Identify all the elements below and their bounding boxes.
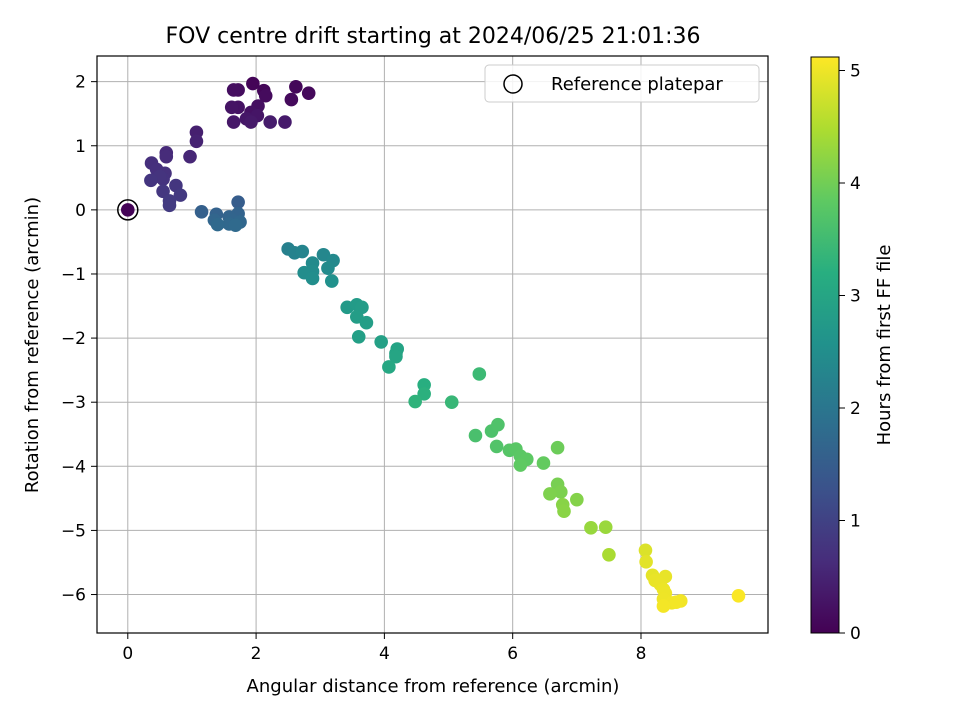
- y-tick-label-3: −1: [61, 265, 86, 285]
- data-point-105: [731, 589, 746, 603]
- x-axis-ticks: 0 2 4 6 8: [122, 633, 646, 664]
- data-point-92: [638, 543, 653, 558]
- data-point-89: [584, 521, 598, 535]
- data-point-31: [173, 188, 188, 202]
- plot-frame: [96, 55, 769, 634]
- colorbar-tick-label-3: 3: [850, 287, 861, 307]
- y-tick-label-2: 0: [75, 201, 86, 221]
- reference-point-ring: [117, 199, 139, 221]
- data-point-88: [557, 504, 571, 518]
- data-point-54: [305, 271, 320, 286]
- data-point-69: [408, 394, 422, 409]
- x-tick-label-4: 8: [636, 644, 647, 664]
- reference-marker: [117, 199, 139, 221]
- data-point-62: [374, 335, 388, 349]
- data-point-19: [189, 134, 204, 149]
- data-point-90: [598, 520, 613, 535]
- data-point-16: [278, 115, 292, 129]
- y-axis-ticks: 2 1 0 −1 −2 −3 −4 −5 −6: [61, 73, 97, 606]
- data-point-72: [468, 428, 483, 443]
- data-point-20: [183, 149, 197, 164]
- data-points: [144, 76, 746, 613]
- data-point-104: [656, 599, 671, 613]
- y-tick-label-0: 2: [75, 73, 86, 93]
- data-point-44: [228, 218, 243, 233]
- data-point-33: [162, 198, 177, 213]
- y-tick-label-7: −5: [61, 521, 86, 541]
- data-point-93: [639, 555, 653, 569]
- data-point-81: [536, 456, 551, 470]
- colorbar-label: Hours from first FF file: [874, 245, 895, 446]
- colorbar-tick-label-5: 5: [850, 62, 861, 82]
- data-point-28: [144, 173, 158, 188]
- data-point-55: [324, 274, 339, 288]
- data-point-70: [444, 395, 459, 410]
- colorbar-tick-label-4: 4: [850, 174, 861, 194]
- data-point-80: [513, 458, 528, 472]
- data-point-30: [156, 184, 170, 199]
- data-point-47: [295, 244, 310, 259]
- data-point-84: [553, 485, 568, 499]
- legend: Reference platepar: [484, 64, 760, 103]
- data-point-4: [284, 92, 299, 107]
- reference-point-dot: [120, 203, 135, 217]
- x-tick-label-3: 6: [507, 644, 518, 664]
- data-point-0: [246, 76, 260, 91]
- data-point-71: [472, 367, 487, 381]
- data-point-43: [210, 217, 225, 232]
- colorbar: 0 1 2 3 4 5 Hours from first FF file: [810, 56, 895, 644]
- data-point-2: [289, 79, 303, 94]
- y-tick-label-6: −4: [61, 457, 86, 477]
- colorbar-gradient: [810, 56, 840, 634]
- data-point-15: [244, 115, 258, 129]
- x-axis-label: Angular distance from reference (arcmin): [247, 676, 620, 697]
- colorbar-tick-label-2: 2: [850, 399, 861, 419]
- data-point-65: [389, 349, 403, 364]
- data-point-7: [226, 83, 241, 97]
- data-point-66: [382, 360, 396, 374]
- y-tick-label-4: −2: [61, 329, 86, 349]
- data-point-35: [194, 204, 209, 219]
- legend-reference-marker: [503, 74, 523, 94]
- data-point-51: [321, 261, 335, 276]
- data-point-75: [489, 439, 504, 454]
- data-point-91: [602, 547, 616, 562]
- data-point-11: [224, 100, 239, 115]
- data-point-82: [550, 440, 565, 455]
- data-point-61: [351, 330, 366, 344]
- data-point-5: [258, 88, 273, 103]
- data-point-22: [159, 149, 174, 164]
- data-point-68: [417, 387, 431, 401]
- legend-entry-label: Reference platepar: [551, 74, 723, 95]
- data-point-34: [231, 195, 245, 209]
- y-tick-label-8: −6: [61, 586, 86, 606]
- data-point-17: [263, 115, 278, 129]
- grid: [97, 56, 768, 633]
- y-axis-label: Rotation from reference (arcmin): [22, 197, 43, 493]
- data-point-86: [570, 492, 584, 507]
- y-tick-label-5: −3: [61, 393, 86, 413]
- data-point-60: [359, 315, 374, 330]
- colorbar-tick-label-1: 1: [850, 512, 861, 532]
- data-point-74: [491, 417, 505, 432]
- chart-title: FOV centre drift starting at 2024/06/25 …: [166, 24, 701, 49]
- data-point-85: [543, 487, 557, 501]
- colorbar-ticks: 0 1 2 3 4 5: [839, 62, 861, 644]
- legend-box: [484, 64, 760, 103]
- y-tick-label-1: 1: [75, 137, 86, 157]
- data-point-103: [669, 595, 684, 610]
- data-point-14: [226, 115, 241, 129]
- x-tick-label-2: 4: [379, 644, 390, 664]
- x-tick-label-0: 0: [122, 644, 133, 664]
- colorbar-tick-label-0: 0: [850, 624, 861, 644]
- x-tick-label-1: 2: [251, 644, 262, 664]
- data-point-3: [301, 86, 316, 100]
